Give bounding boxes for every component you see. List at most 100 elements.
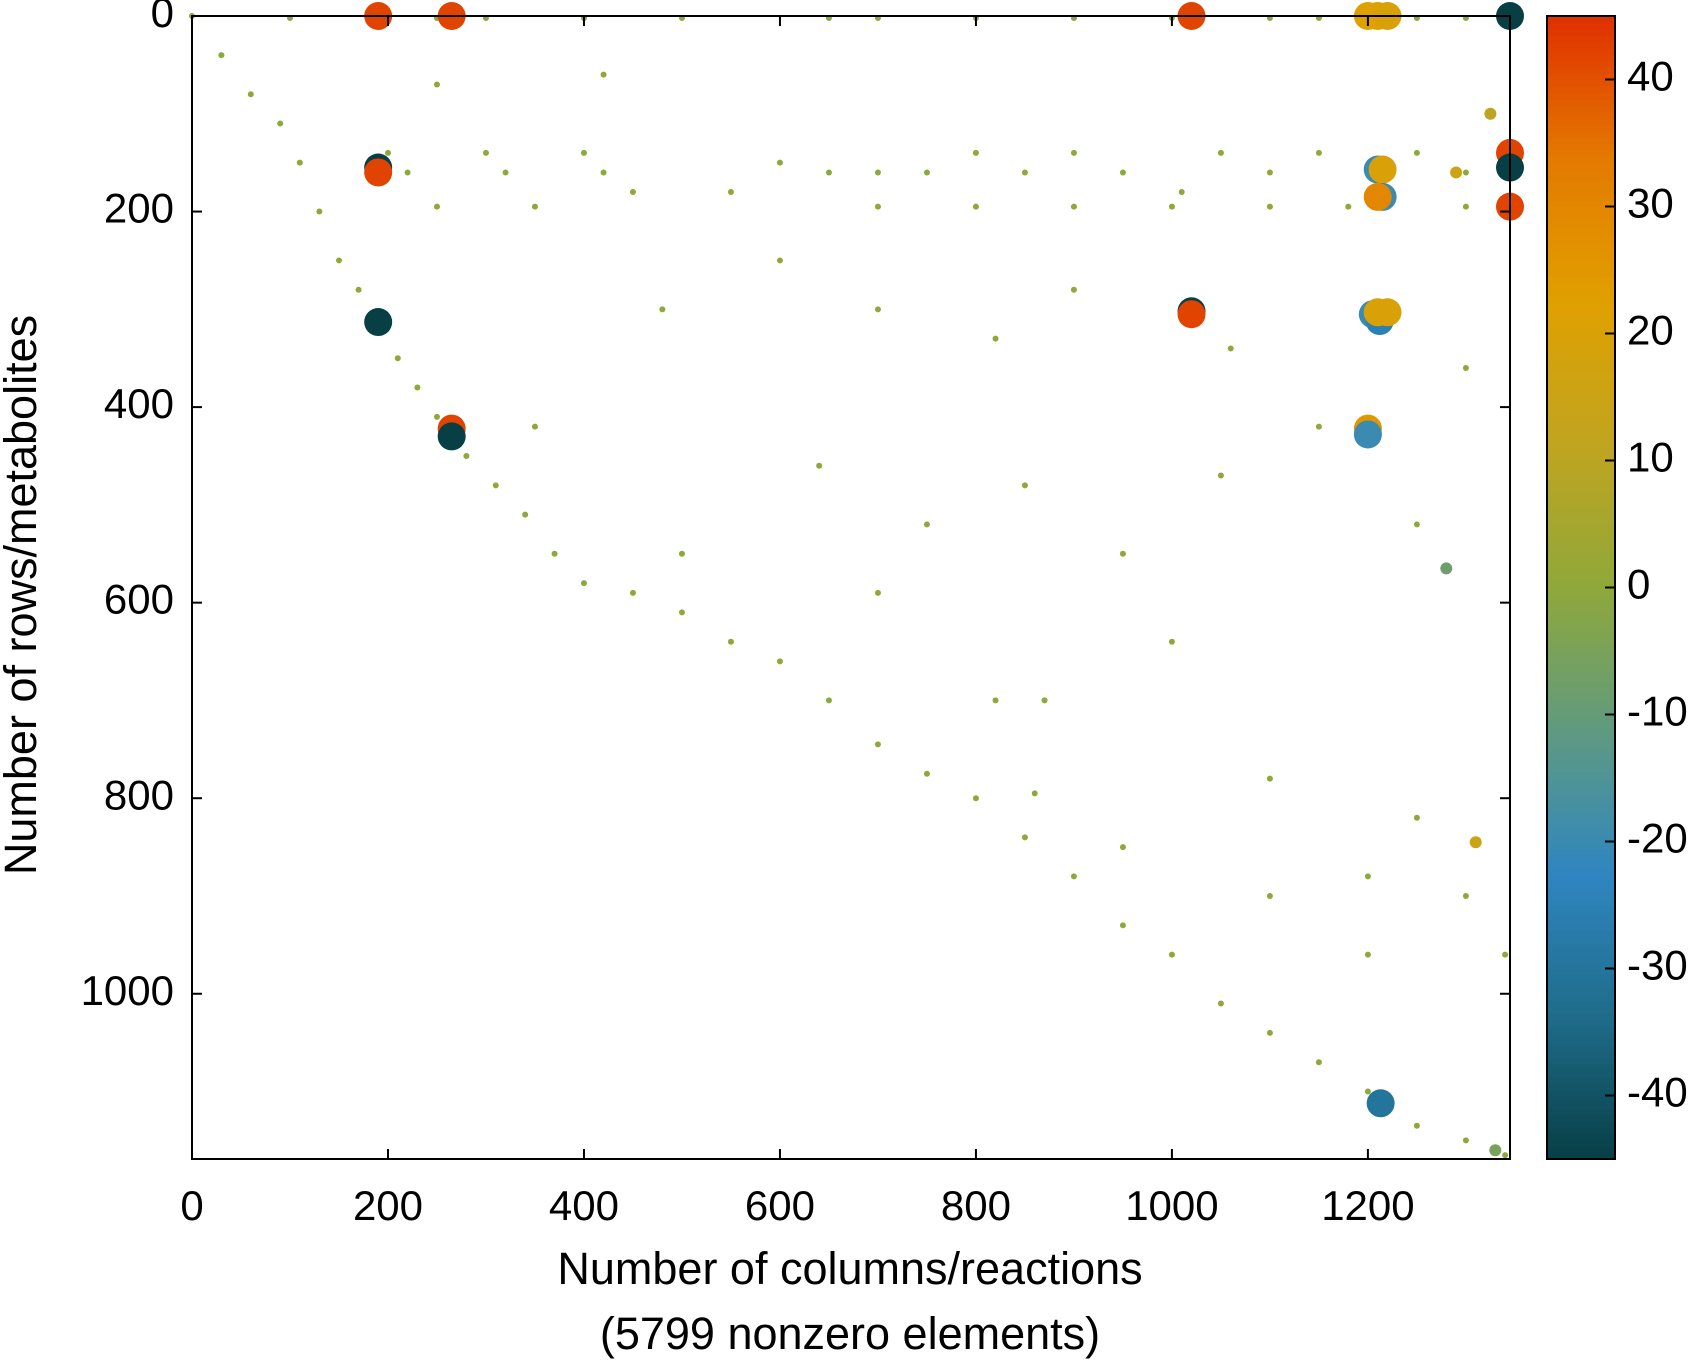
y-tick-label: 800 xyxy=(104,771,174,818)
colorbar-stripe xyxy=(1547,625,1615,633)
colorbar-stripe xyxy=(1547,651,1615,659)
colorbar-stripe xyxy=(1547,790,1615,798)
colorbar-stripe xyxy=(1547,250,1615,259)
nonzero-element xyxy=(874,203,881,210)
colorbar-stripe xyxy=(1547,149,1615,157)
nonzero-element xyxy=(1021,482,1028,489)
colorbar-stripe xyxy=(1547,200,1615,208)
nonzero-element xyxy=(522,511,529,518)
nonzero-element xyxy=(316,208,323,215)
nonzero-element xyxy=(1021,834,1028,841)
nonzero-element xyxy=(1502,1152,1509,1159)
nonzero-element xyxy=(1364,1088,1371,1095)
nonzero-element xyxy=(384,149,391,156)
nonzero-element xyxy=(1373,298,1402,327)
colorbar-stripe xyxy=(1547,917,1615,925)
nonzero-element xyxy=(874,741,881,748)
nonzero-element xyxy=(1450,166,1463,179)
colorbar-stripe xyxy=(1547,498,1615,506)
nonzero-element xyxy=(1119,550,1126,557)
nonzero-element xyxy=(335,257,342,264)
colorbar-stripe xyxy=(1547,162,1615,170)
colorbar-stripe xyxy=(1547,606,1615,614)
nonzero-element xyxy=(776,257,783,264)
colorbar-stripe xyxy=(1547,397,1615,405)
colorbar-stripe xyxy=(1547,1038,1615,1046)
nonzero-element xyxy=(463,452,470,459)
nonzero-element xyxy=(1364,873,1371,880)
nonzero-element xyxy=(364,158,393,187)
nonzero-element xyxy=(1462,203,1469,210)
colorbar-stripe xyxy=(1547,568,1615,576)
colorbar-stripe xyxy=(1547,22,1615,30)
colorbar-stripe xyxy=(1547,1127,1615,1135)
colorbar-stripe xyxy=(1547,136,1615,144)
nonzero-element xyxy=(502,169,509,176)
colorbar-stripe xyxy=(1547,92,1615,100)
colorbar-stripe xyxy=(1547,873,1615,881)
nonzero-element xyxy=(414,384,421,391)
nonzero-element xyxy=(776,159,783,166)
colorbar-stripe xyxy=(1547,1070,1615,1078)
y-tick-label: 600 xyxy=(104,576,174,623)
nonzero-element xyxy=(1168,951,1175,958)
colorbar-stripe xyxy=(1547,1063,1615,1071)
colorbar-stripe xyxy=(1547,644,1615,652)
colorbar-stripe xyxy=(1547,1076,1615,1084)
nonzero-element xyxy=(247,91,254,98)
colorbar-stripe xyxy=(1547,714,1615,722)
nonzero-element xyxy=(1462,364,1469,371)
nonzero-element xyxy=(1413,814,1420,821)
nonzero-element xyxy=(218,52,225,59)
colorbar-stripe xyxy=(1547,816,1615,824)
colorbar-stripe xyxy=(1547,670,1615,678)
colorbar-stripe xyxy=(1547,130,1615,138)
colorbar-stripe xyxy=(1547,143,1615,151)
nonzero-element xyxy=(1266,1029,1273,1036)
nonzero-element xyxy=(874,589,881,596)
colorbar-stripe xyxy=(1547,676,1615,684)
colorbar-stripe xyxy=(1547,257,1615,265)
nonzero-element xyxy=(1177,300,1206,329)
colorbar-stripe xyxy=(1547,1108,1615,1116)
y-tick-label: 0 xyxy=(151,0,174,36)
colorbar-stripe xyxy=(1547,847,1615,855)
colorbar-stripe xyxy=(1547,987,1615,995)
colorbar-stripe xyxy=(1547,993,1615,1002)
colorbar-stripe xyxy=(1547,1133,1615,1141)
colorbar-stripe xyxy=(1547,758,1615,767)
colorbar-stripe xyxy=(1547,492,1615,500)
nonzero-element xyxy=(923,169,930,176)
nonzero-element xyxy=(437,422,466,451)
colorbar-stripe xyxy=(1547,536,1615,544)
nonzero-element xyxy=(1217,472,1224,479)
colorbar-stripe xyxy=(1547,974,1615,982)
colorbar-stripe xyxy=(1547,485,1615,494)
nonzero-element xyxy=(816,462,823,469)
nonzero-element xyxy=(1070,203,1077,210)
colorbar-stripe xyxy=(1547,663,1615,671)
colorbar-stripe xyxy=(1547,1120,1615,1129)
colorbar-stripe xyxy=(1547,1139,1615,1148)
colorbar-stripe xyxy=(1547,276,1615,284)
x-tick-label: 1000 xyxy=(1125,1182,1218,1229)
nonzero-element xyxy=(551,550,558,557)
nonzero-element xyxy=(1462,169,1469,176)
colorbar-stripe xyxy=(1547,301,1615,309)
colorbar-stripe xyxy=(1547,447,1615,455)
nonzero-element xyxy=(1021,169,1028,176)
nonzero-element xyxy=(482,149,489,156)
colorbar-stripe xyxy=(1547,1146,1615,1154)
colorbar-stripe xyxy=(1547,85,1615,93)
colorbar-stripe xyxy=(1547,555,1615,563)
colorbar-stripe xyxy=(1547,892,1615,900)
colorbar-stripe xyxy=(1547,327,1615,335)
colorbar-stripe xyxy=(1547,219,1615,227)
colorbar-stripe xyxy=(1547,441,1615,449)
nonzero-element xyxy=(277,120,284,127)
nonzero-element xyxy=(776,658,783,665)
colorbar-stripe xyxy=(1547,981,1615,989)
nonzero-element xyxy=(1469,836,1482,849)
colorbar-stripe xyxy=(1547,860,1615,868)
nonzero-element xyxy=(433,81,440,88)
